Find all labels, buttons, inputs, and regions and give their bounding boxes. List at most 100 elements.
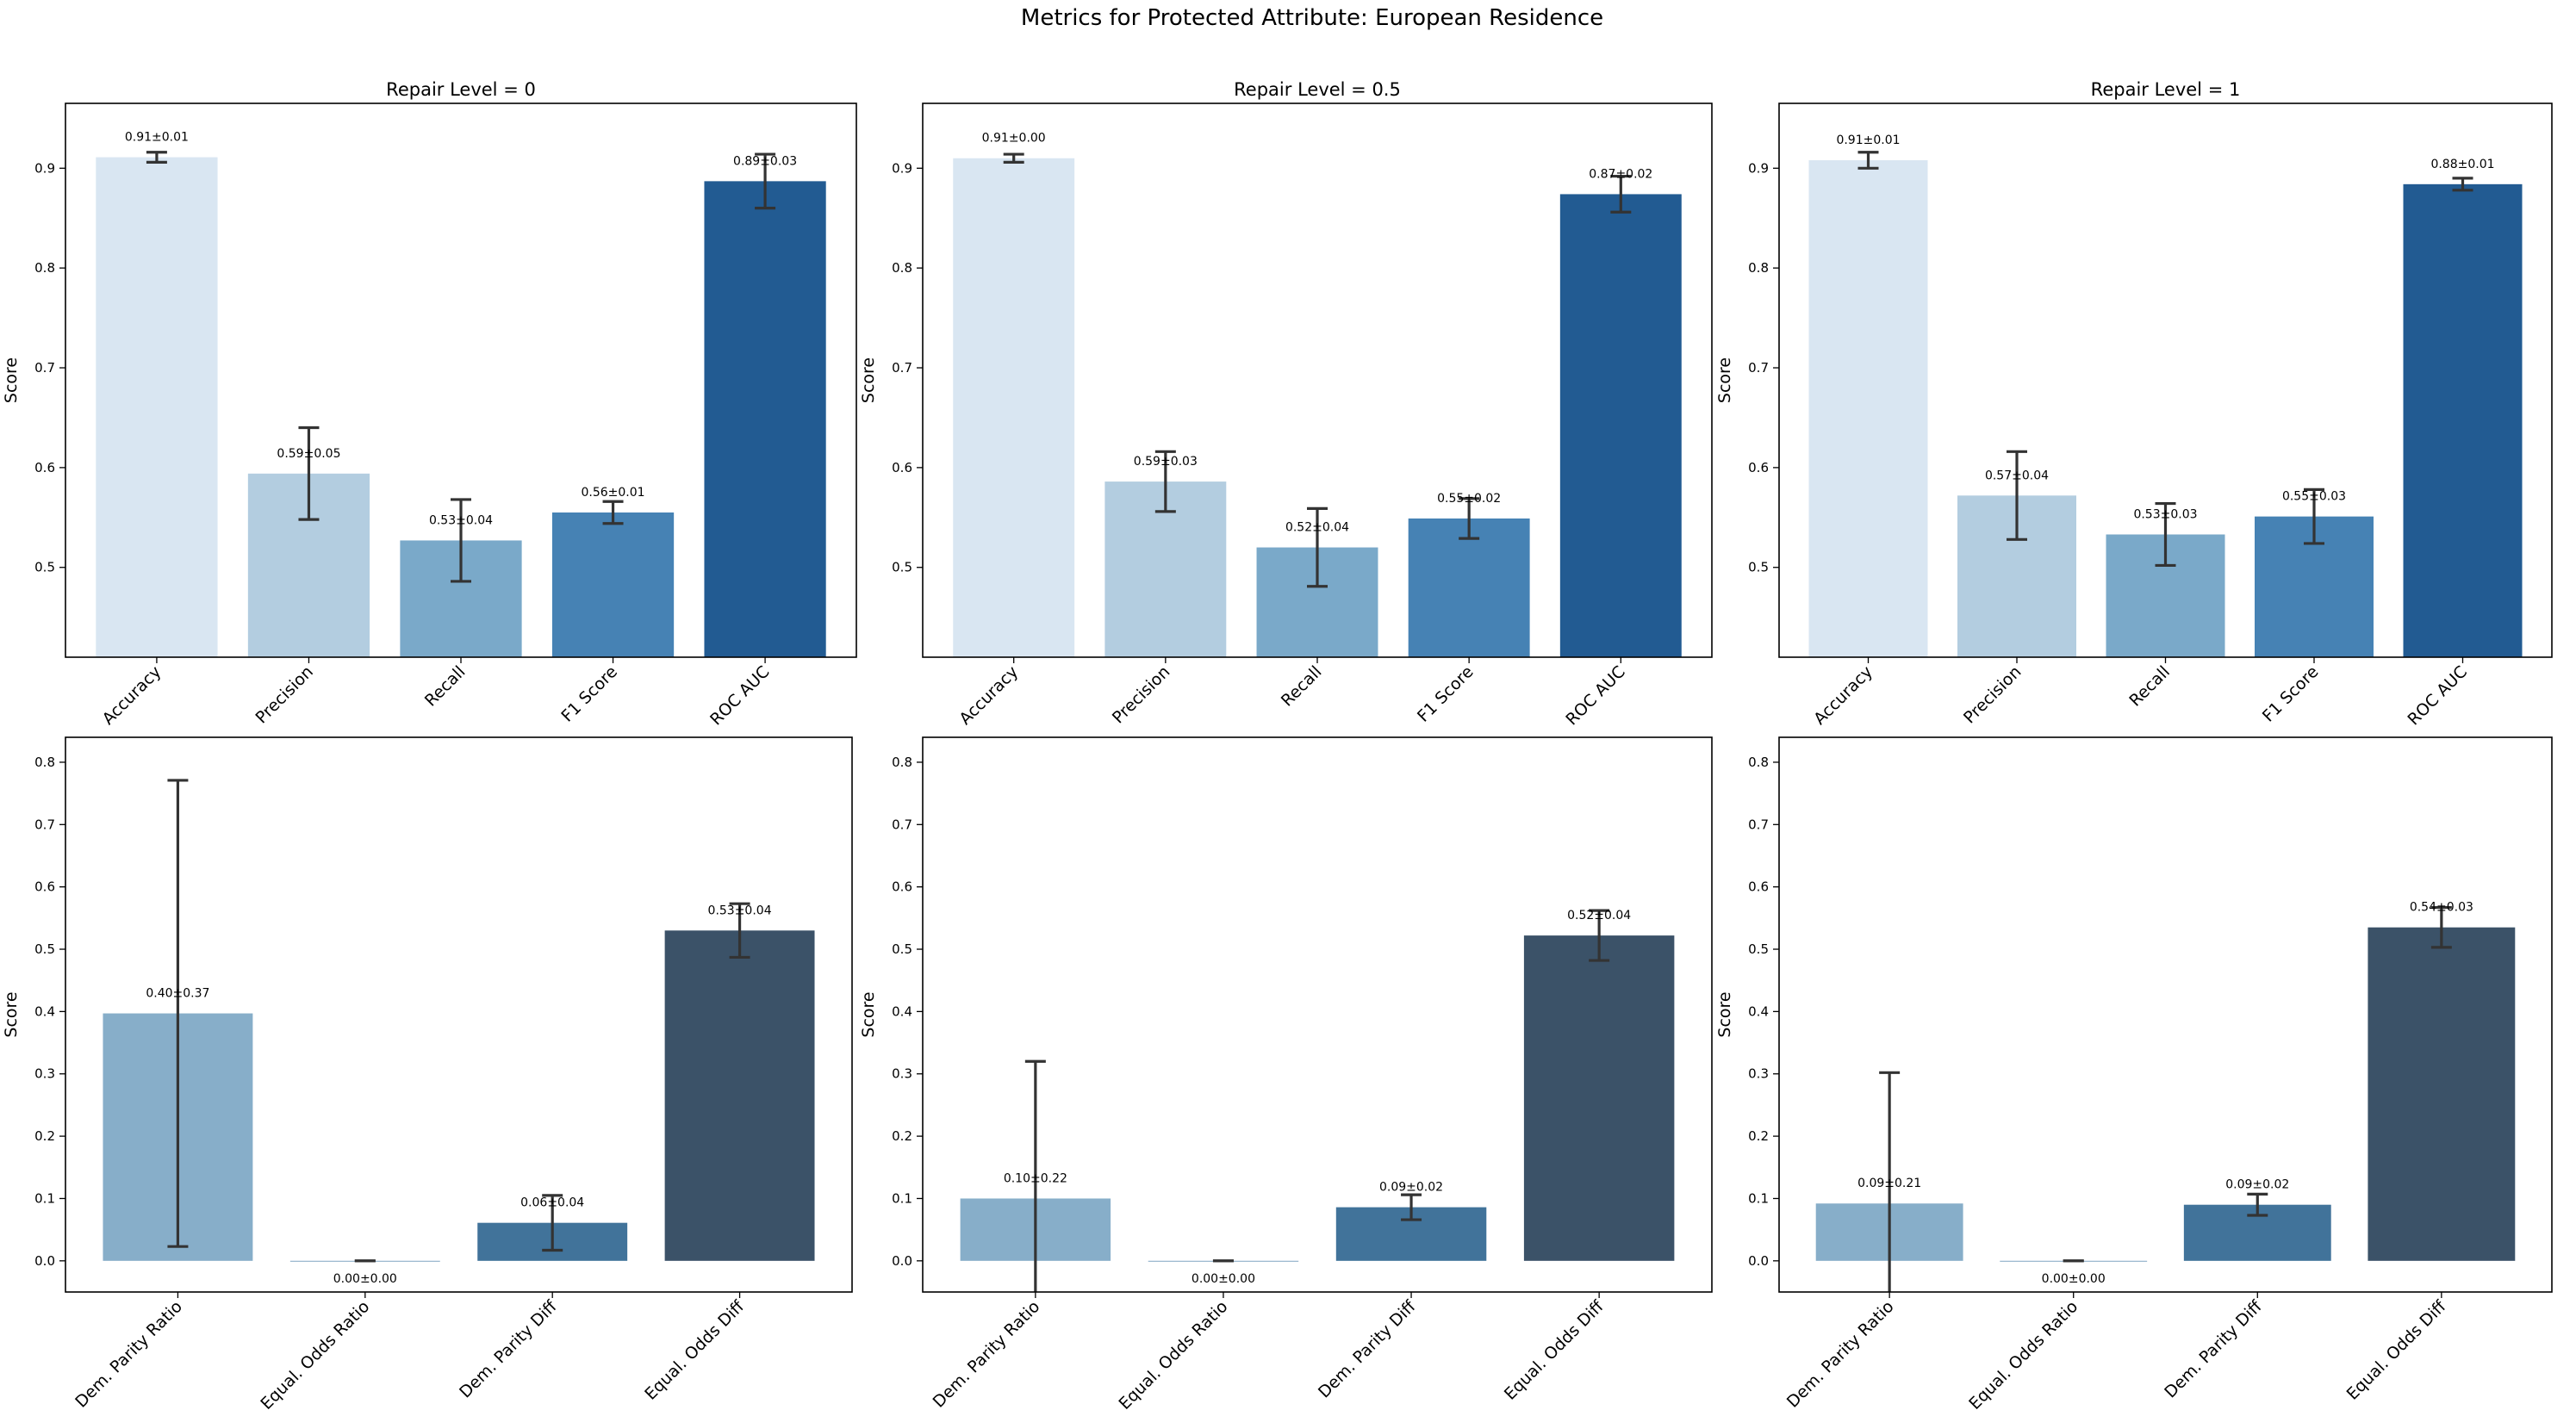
x-tick-label: Dem. Parity Diff (2161, 1296, 2266, 1401)
y-tick-label: 0.6 (892, 879, 912, 895)
bar (664, 930, 815, 1261)
y-axis-label: Score (2, 991, 21, 1037)
y-tick-label: 0.0 (34, 1253, 55, 1269)
data-label: 0.57±0.04 (1985, 469, 2049, 482)
y-tick-label: 0.6 (892, 460, 912, 475)
y-tick-label: 0.5 (892, 560, 912, 575)
x-tick-label: Dem. Parity Ratio (1783, 1297, 1898, 1410)
y-tick-label: 0.5 (1748, 560, 1769, 575)
chart-4: 0.40±0.37 0.00±0.00 0.06±0.04 0.53±0.04 0.0 0… (2, 736, 853, 1410)
chart-2: 0.91±0.00 0.59±0.03 0.52±0.04 0.55±0.02 0.87… (859, 79, 1713, 730)
y-tick-label: 0.7 (1748, 817, 1769, 832)
y-tick-label: 0.0 (1748, 1253, 1769, 1269)
y-tick-label: 0.7 (34, 817, 55, 832)
x-tick-label: Accuracy (1810, 662, 1876, 729)
bar (2368, 927, 2516, 1261)
data-label: 0.59±0.05 (277, 447, 340, 461)
y-tick-label: 0.4 (1748, 1003, 1769, 1019)
chart-5: 0.10±0.22 0.00±0.00 0.09±0.02 0.52±0.04 0.0 0… (859, 736, 1713, 1410)
x-tick-label: Equal. Odds Ratio (1965, 1297, 2081, 1410)
data-label: 0.53±0.04 (708, 904, 772, 917)
data-label: 0.00±0.00 (333, 1272, 397, 1286)
chart-6: 0.09±0.21 0.00±0.00 0.09±0.02 0.54±0.03 0.0 0… (1715, 736, 2553, 1410)
y-tick-label: 0.9 (892, 160, 912, 176)
data-label: 0.89±0.03 (733, 154, 797, 168)
y-tick-label: 0.6 (1748, 879, 1769, 895)
y-tick-label: 0.9 (34, 160, 55, 176)
x-tick-label: ROC AUC (2405, 662, 2472, 730)
y-tick-label: 0.1 (34, 1190, 55, 1206)
y-tick-label: 0.2 (892, 1128, 912, 1144)
y-tick-label: 0.3 (34, 1066, 55, 1082)
chart-title: Repair Level = 0.5 (1234, 79, 1401, 100)
plot-area (1815, 905, 2516, 1292)
y-tick-label: 0.3 (892, 1066, 912, 1082)
y-axis-label: Score (1715, 357, 1734, 403)
plot-area (96, 151, 826, 657)
y-tick-label: 0.2 (34, 1128, 55, 1144)
x-tick-label: Equal. Odds Ratio (257, 1297, 373, 1410)
x-tick-label: F1 Score (1414, 662, 1478, 726)
chart-1: 0.91±0.01 0.59±0.05 0.53±0.04 0.56±0.01 0.89… (2, 79, 857, 730)
data-label: 0.88±0.01 (2430, 158, 2494, 171)
x-tick-label: Dem. Parity Diff (1315, 1296, 1420, 1401)
data-label: 0.10±0.22 (1004, 1171, 1067, 1185)
chart-grid: 0.91±0.01 0.59±0.05 0.53±0.04 0.56±0.01 0.89… (2, 79, 2553, 1410)
chart-title: Repair Level = 1 (2091, 79, 2241, 100)
chart-title: Repair Level = 0 (386, 79, 536, 100)
data-label: 0.56±0.01 (581, 486, 644, 500)
plot-area (1808, 151, 2523, 657)
data-label: 0.00±0.00 (1192, 1272, 1255, 1286)
x-tick-label: Precision (1109, 662, 1174, 728)
data-label: 0.52±0.04 (1285, 521, 1349, 535)
x-tick-label: ROC AUC (706, 662, 774, 730)
x-tick-label: Equal. Odds Diff (1501, 1296, 1608, 1403)
y-tick-label: 0.4 (892, 1003, 912, 1019)
x-tick-label: Precision (252, 662, 317, 728)
data-label: 0.55±0.02 (1437, 492, 1501, 506)
x-tick-label: Accuracy (955, 662, 1022, 729)
x-tick-label: Dem. Parity Diff (456, 1296, 561, 1401)
x-tick-label: F1 Score (2259, 662, 2323, 726)
y-tick-label: 0.6 (1748, 460, 1769, 475)
y-tick-label: 0.3 (1748, 1066, 1769, 1082)
y-tick-label: 0.4 (34, 1003, 55, 1019)
x-tick-label: Equal. Odds Diff (641, 1296, 748, 1403)
y-tick-label: 0.0 (892, 1253, 912, 1269)
chart-3: 0.91±0.01 0.57±0.04 0.53±0.03 0.55±0.03 0.88… (1715, 79, 2553, 730)
data-label: 0.06±0.04 (520, 1196, 584, 1210)
y-tick-label: 0.6 (34, 460, 55, 475)
y-tick-label: 0.7 (892, 817, 912, 832)
data-label: 0.40±0.37 (146, 987, 209, 1001)
bar (953, 158, 1075, 657)
y-tick-label: 0.2 (1748, 1128, 1769, 1144)
x-tick-label: Recall (2125, 662, 2174, 711)
plot-area (103, 779, 815, 1263)
data-label: 0.53±0.03 (2133, 507, 2197, 521)
data-label: 0.09±0.02 (2225, 1178, 2289, 1192)
y-tick-label: 0.1 (1748, 1190, 1769, 1206)
y-tick-label: 0.1 (892, 1190, 912, 1206)
y-tick-label: 0.8 (34, 260, 55, 276)
data-label: 0.09±0.21 (1857, 1177, 1921, 1190)
y-tick-label: 0.8 (892, 260, 912, 276)
plot-area (960, 909, 1675, 1292)
axes-frame (65, 736, 853, 1293)
x-tick-label: Recall (421, 662, 470, 711)
axes-frame (922, 736, 1713, 1293)
bar (1808, 160, 1928, 657)
data-label: 0.09±0.02 (1379, 1181, 1443, 1195)
x-tick-label: Accuracy (99, 662, 165, 729)
y-tick-label: 0.8 (1748, 755, 1769, 770)
bar (704, 181, 826, 657)
y-tick-label: 0.8 (892, 755, 912, 770)
y-tick-label: 0.5 (892, 941, 912, 957)
x-tick-label: F1 Score (557, 662, 621, 726)
y-tick-label: 0.5 (1748, 941, 1769, 957)
bar (1408, 518, 1530, 657)
data-label: 0.00±0.00 (2042, 1272, 2106, 1286)
y-tick-label: 0.7 (1748, 360, 1769, 376)
bar (2403, 183, 2523, 657)
y-tick-label: 0.5 (34, 941, 55, 957)
